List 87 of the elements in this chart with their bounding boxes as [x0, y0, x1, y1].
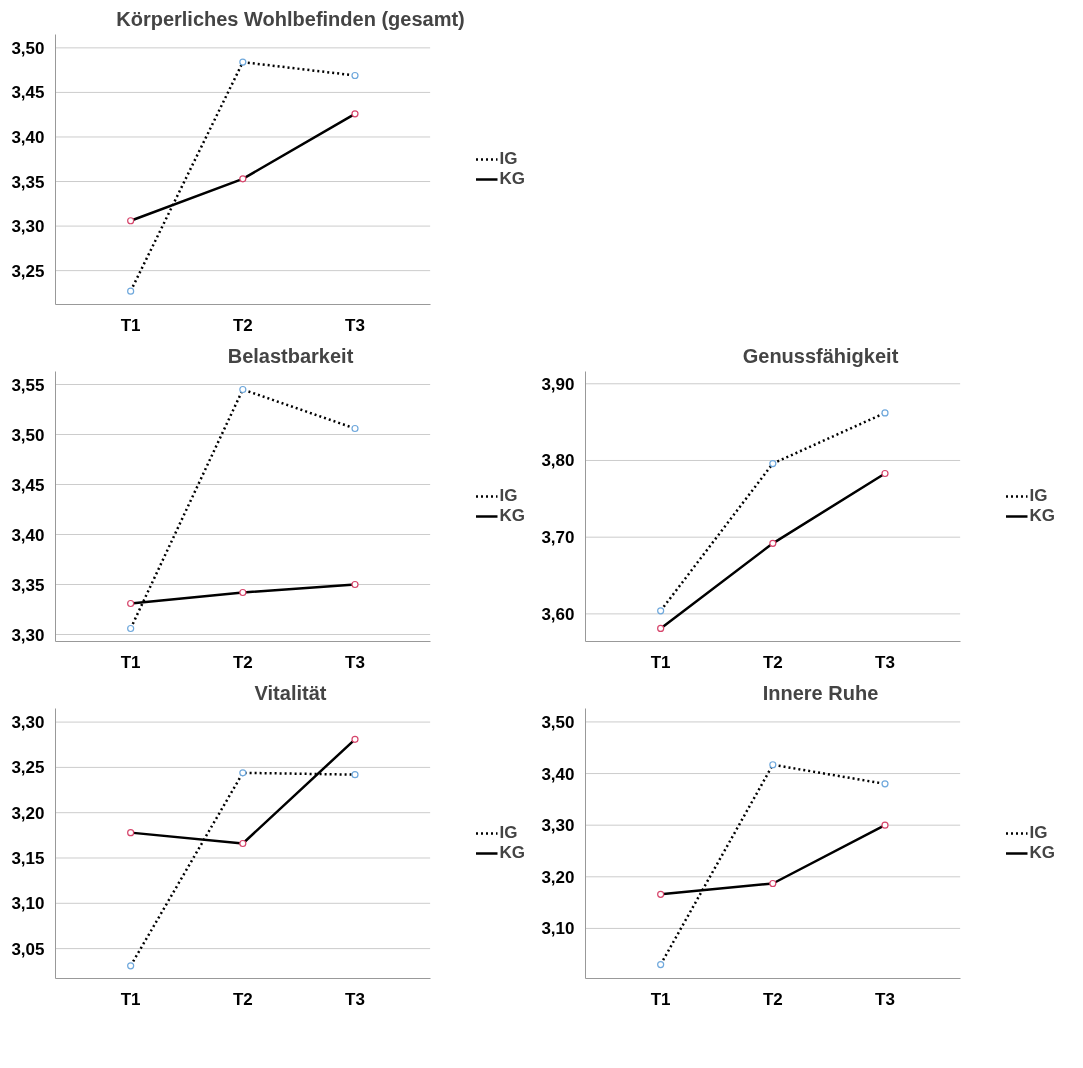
y-tick-label: 3,15 [11, 849, 45, 868]
point [239, 175, 247, 183]
x-tick-label: T2 [762, 652, 783, 672]
point [239, 839, 247, 848]
point [881, 409, 889, 417]
y-tick-label: 3,50 [11, 38, 45, 58]
point [657, 890, 665, 898]
point [127, 287, 135, 295]
legend-label: KG [499, 506, 525, 526]
legend-label: IG [499, 486, 519, 506]
legend-label: KG [1029, 506, 1055, 526]
point [239, 385, 247, 394]
y-tick-label: 3,20 [541, 867, 575, 887]
x-tick-label: T1 [120, 989, 141, 1009]
chart-title: Belastbarkeit [227, 344, 354, 367]
point [239, 588, 247, 597]
x-tick-label: T2 [232, 989, 253, 1009]
chart-title: Vitalität [254, 681, 327, 704]
legend-label: KG [499, 169, 525, 189]
y-tick-label: 3,50 [541, 712, 575, 732]
y-tick-label: 3,25 [11, 261, 45, 281]
x-tick-label: T2 [762, 989, 783, 1009]
point [351, 580, 359, 589]
y-tick-label: 3,80 [541, 451, 575, 471]
x-tick-label: T2 [232, 315, 253, 335]
point [351, 71, 359, 80]
y-tick-label: 3,30 [541, 816, 575, 836]
y-tick-label: 3,90 [541, 374, 575, 394]
y-tick-label: 3,10 [541, 919, 575, 939]
x-tick-label: T3 [345, 989, 365, 1009]
point [769, 761, 777, 769]
point [769, 539, 777, 547]
x-tick-label: T3 [345, 315, 365, 335]
chart-title: Körperliches Wohlbefinden (gesamt) [116, 7, 465, 30]
legend-label: KG [1029, 843, 1055, 863]
point [127, 962, 135, 970]
legend-label: IG [1029, 823, 1049, 843]
point [769, 459, 777, 468]
y-tick-label: 3,40 [11, 525, 45, 545]
y-tick-label: 3,40 [541, 764, 575, 784]
point [881, 469, 889, 478]
point [657, 624, 665, 633]
y-tick-label: 3,45 [11, 83, 45, 103]
y-tick-label: 3,30 [11, 713, 45, 733]
y-tick-label: 3,20 [11, 803, 45, 823]
point [239, 58, 247, 66]
chart-title: Innere Ruhe [762, 681, 879, 704]
y-tick-label: 3,55 [11, 375, 45, 395]
point [351, 110, 359, 118]
chart-title: Genussfähigkeit [742, 344, 899, 367]
point [657, 607, 665, 615]
y-tick-label: 3,70 [541, 528, 575, 548]
legend-label: IG [1029, 486, 1049, 506]
point [657, 960, 665, 969]
y-tick-label: 3,30 [11, 625, 45, 645]
point [351, 424, 359, 433]
y-tick-label: 3,25 [11, 758, 45, 778]
y-tick-label: 3,35 [11, 575, 45, 595]
y-tick-label: 3,05 [11, 939, 45, 959]
x-tick-label: T2 [232, 652, 253, 672]
x-tick-label: T1 [650, 989, 671, 1009]
x-tick-label: T1 [120, 315, 141, 335]
x-tick-label: T3 [875, 989, 895, 1009]
x-tick-label: T3 [875, 652, 895, 672]
x-tick-label: T1 [650, 652, 671, 672]
legend-label: IG [499, 823, 519, 843]
y-tick-label: 3,30 [11, 217, 45, 237]
x-tick-label: T1 [120, 652, 141, 672]
y-tick-label: 3,50 [11, 425, 45, 445]
y-tick-label: 3,60 [541, 604, 575, 624]
y-tick-label: 3,10 [11, 894, 45, 914]
y-tick-label: 3,45 [11, 475, 45, 495]
legend-label: IG [499, 149, 519, 169]
point [127, 624, 135, 633]
point [127, 829, 135, 837]
point [769, 879, 777, 888]
y-tick-label: 3,35 [11, 172, 45, 192]
point [881, 821, 889, 829]
point [239, 769, 247, 777]
point [351, 735, 359, 743]
point [127, 599, 135, 608]
x-tick-label: T3 [345, 652, 365, 672]
point [351, 771, 359, 779]
point [881, 780, 889, 788]
y-tick-label: 3,40 [11, 127, 45, 147]
point [127, 217, 135, 225]
legend-label: KG [499, 843, 525, 863]
